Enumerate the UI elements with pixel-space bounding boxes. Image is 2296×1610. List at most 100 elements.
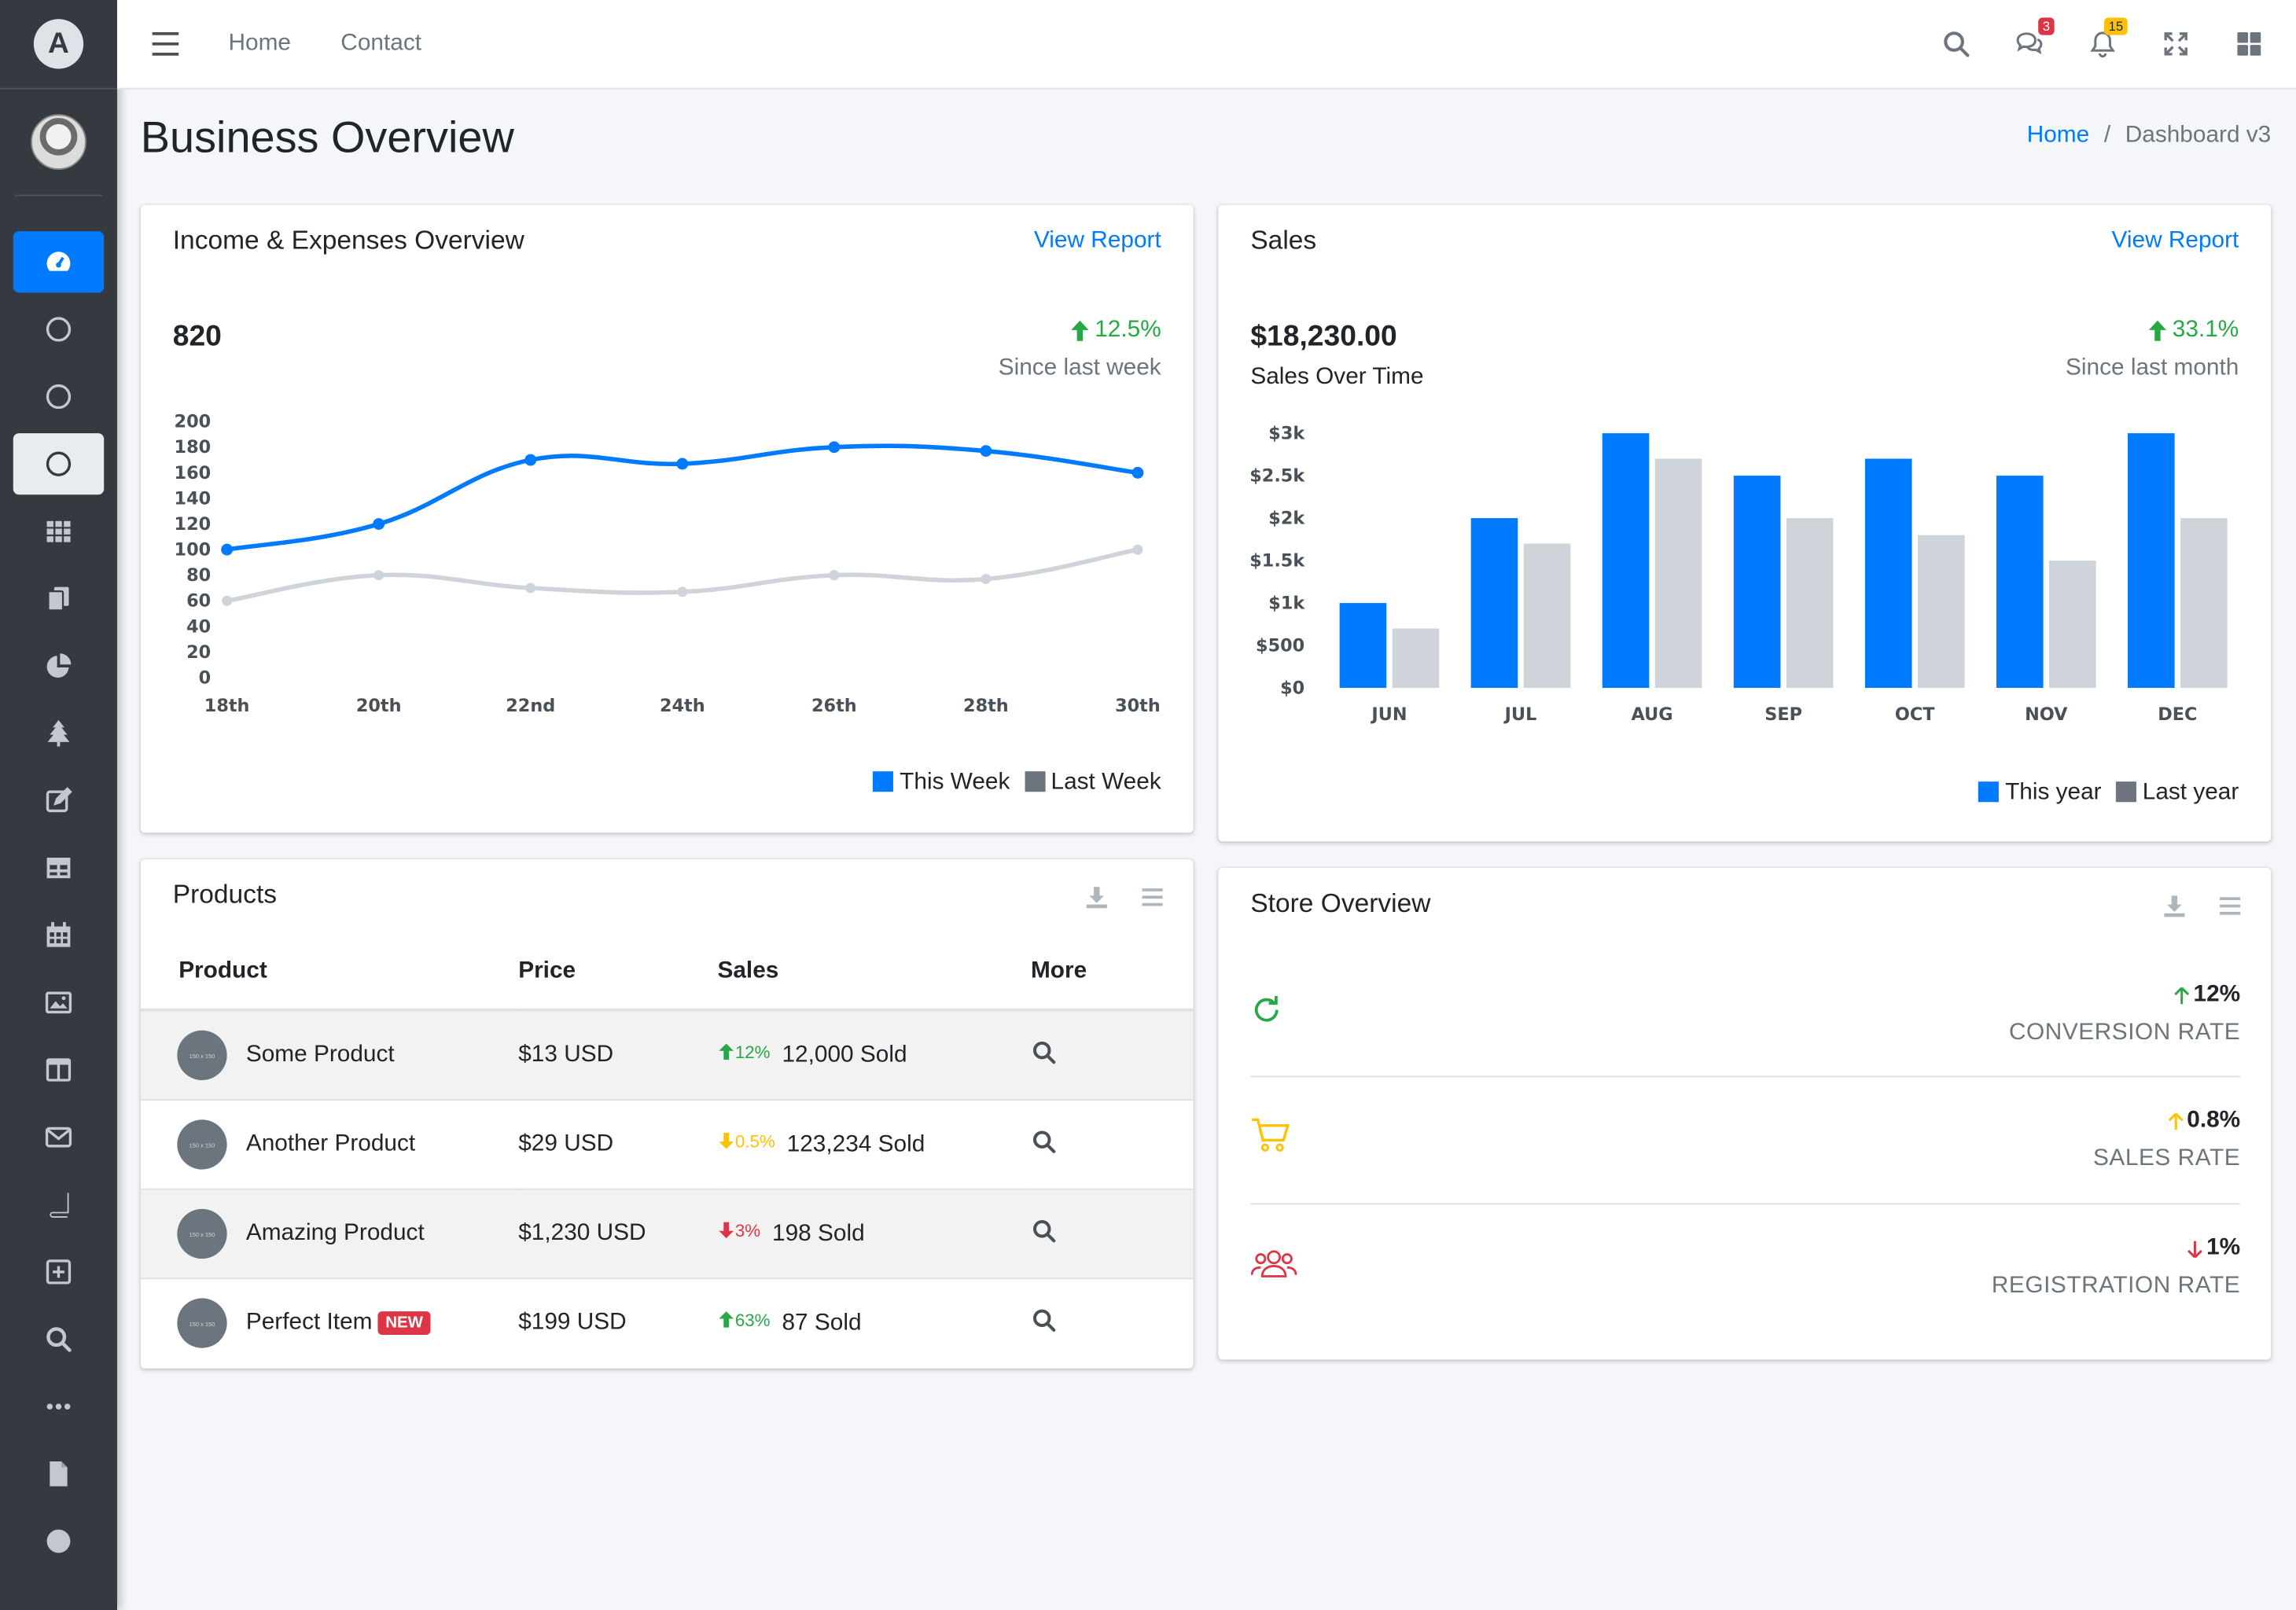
- user-panel: [14, 90, 103, 197]
- x-tick-label: 28th: [963, 696, 1009, 716]
- sidebar-item-tables[interactable]: [13, 837, 104, 899]
- page-title: Business Overview: [140, 114, 514, 163]
- comments-icon: [2016, 32, 2043, 55]
- income-view-report-link[interactable]: View Report: [1033, 228, 1161, 254]
- more-search-icon[interactable]: [1031, 1219, 1058, 1249]
- data-point: [524, 454, 537, 466]
- user-avatar[interactable]: [31, 114, 86, 170]
- y-tick-label: $2.5k: [1249, 466, 1305, 487]
- envelope-icon: [45, 1127, 72, 1148]
- search-icon: [46, 1327, 72, 1352]
- more-search-icon[interactable]: [1031, 1308, 1058, 1339]
- store-row-registration: 1% REGISTRATION RATE: [1250, 1203, 2240, 1329]
- sales-view-report-link[interactable]: View Report: [2111, 228, 2239, 254]
- bar-last-year: [2049, 561, 2096, 689]
- x-tick-label: DEC: [2158, 704, 2197, 725]
- nav-link-contact[interactable]: Contact: [340, 31, 421, 56]
- income-line-chart: 0 20 40 60 80 100 120 140 160 180 200 18th 20th 22nd 2…: [175, 412, 1161, 716]
- circle-icon: [46, 451, 72, 476]
- sidebar-item-dashboard[interactable]: [13, 231, 105, 293]
- refresh-icon: [1254, 995, 1279, 1022]
- calendar-icon: [46, 921, 71, 947]
- table-icon: [46, 858, 71, 879]
- data-point: [1132, 544, 1143, 555]
- sidebar-item-circle-2[interactable]: [13, 366, 104, 427]
- brand-logo-icon[interactable]: A: [33, 19, 84, 69]
- legend-item-last-week[interactable]: Last Week: [1024, 770, 1161, 796]
- sidebar-item-extras[interactable]: [13, 1241, 104, 1303]
- sales-rate-value: 0.8%: [2166, 1108, 2240, 1134]
- data-point: [981, 574, 992, 585]
- sales-trend: 3%: [717, 1220, 760, 1241]
- arrow-up-icon: [1070, 320, 1088, 341]
- sidebar-item-forms[interactable]: [13, 770, 104, 831]
- hamburger-menu-icon[interactable]: [152, 31, 179, 56]
- bar-this-year: [1602, 433, 1650, 689]
- sidebar-item-search[interactable]: [13, 1308, 104, 1369]
- data-point: [1131, 466, 1144, 479]
- breadcrumb-current: Dashboard v3: [2125, 123, 2272, 149]
- sidebar-item-gallery[interactable]: [13, 972, 104, 1033]
- conversion-rate-value: 12%: [2173, 982, 2240, 1009]
- download-icon[interactable]: [1085, 885, 1109, 909]
- new-badge: NEW: [377, 1311, 431, 1335]
- trend-value: 12%: [734, 1042, 771, 1063]
- sales-trend: 0.5%: [717, 1131, 775, 1152]
- sidebar-item-charts[interactable]: [13, 635, 104, 697]
- download-icon[interactable]: [2162, 895, 2186, 918]
- conversion-rate-label: CONVERSION RATE: [2008, 1020, 2241, 1046]
- image-icon: [45, 991, 72, 1014]
- sidebar-item-circle-1[interactable]: [13, 299, 104, 360]
- bar-last-year: [1654, 458, 1702, 689]
- product-price: $199 USD: [518, 1277, 718, 1367]
- notifications-button[interactable]: 15: [2085, 17, 2128, 62]
- bars-icon[interactable]: [2218, 895, 2242, 918]
- bars-icon[interactable]: [1141, 885, 1165, 909]
- data-point: [373, 518, 385, 530]
- sidebar-item-layout[interactable]: [13, 568, 104, 629]
- product-price: $1,230 USD: [518, 1188, 718, 1279]
- brand[interactable]: A: [0, 0, 117, 90]
- x-tick-label: AUG: [1632, 704, 1673, 725]
- sidebar-item-more[interactable]: [13, 1376, 104, 1437]
- sidebar-item-widgets[interactable]: [13, 501, 104, 562]
- plus-square-icon: [46, 1259, 72, 1285]
- sidebar-item-mailbox[interactable]: [13, 1107, 104, 1168]
- data-point: [677, 586, 688, 597]
- y-tick-label: 40: [186, 616, 211, 637]
- legend-item-last-year[interactable]: Last year: [2116, 780, 2239, 807]
- y-tick-label: 160: [175, 463, 212, 483]
- data-point: [828, 441, 841, 454]
- circle-icon: [46, 317, 72, 342]
- control-sidebar-button[interactable]: [2232, 27, 2267, 62]
- y-tick-label: 200: [175, 412, 212, 432]
- bar-last-year: [1786, 518, 1834, 689]
- more-search-icon[interactable]: [1031, 1040, 1058, 1071]
- legend-item-this-year[interactable]: This year: [1978, 780, 2102, 807]
- products-card-title: Products: [172, 879, 278, 910]
- sidebar-item-docs[interactable]: [13, 1443, 104, 1505]
- bar-last-year: [1917, 535, 1965, 689]
- legend-item-this-week[interactable]: This Week: [873, 770, 1010, 796]
- more-search-icon[interactable]: [1031, 1130, 1058, 1160]
- legend-swatch: [2116, 781, 2137, 803]
- messages-button[interactable]: 3: [2012, 17, 2055, 62]
- sidebar-item-pages[interactable]: [13, 1174, 104, 1235]
- navbar-search-button[interactable]: [1939, 27, 1974, 62]
- book-icon: [50, 1193, 69, 1219]
- sidebar-item-calendar[interactable]: [13, 905, 104, 966]
- sidebar-item-kanban[interactable]: [13, 1039, 104, 1101]
- sidebar-item-circle-3[interactable]: [13, 433, 105, 495]
- x-tick-label: 26th: [811, 696, 857, 716]
- breadcrumb-home-link[interactable]: Home: [2026, 123, 2090, 149]
- y-tick-label: $1.5k: [1249, 551, 1305, 572]
- fullscreen-button[interactable]: [2158, 27, 2194, 62]
- sidebar-item-circle-solid[interactable]: [13, 1510, 104, 1571]
- nav-link-home[interactable]: Home: [228, 31, 291, 56]
- product-name: Some Product: [245, 1042, 395, 1068]
- arrow-down-icon: [719, 1222, 734, 1239]
- y-tick-label: 0: [199, 667, 212, 688]
- sidebar-item-ui[interactable]: [13, 703, 104, 764]
- breadcrumb: Home / Dashboard v3: [2027, 123, 2272, 149]
- y-tick-label: $500: [1256, 636, 1304, 656]
